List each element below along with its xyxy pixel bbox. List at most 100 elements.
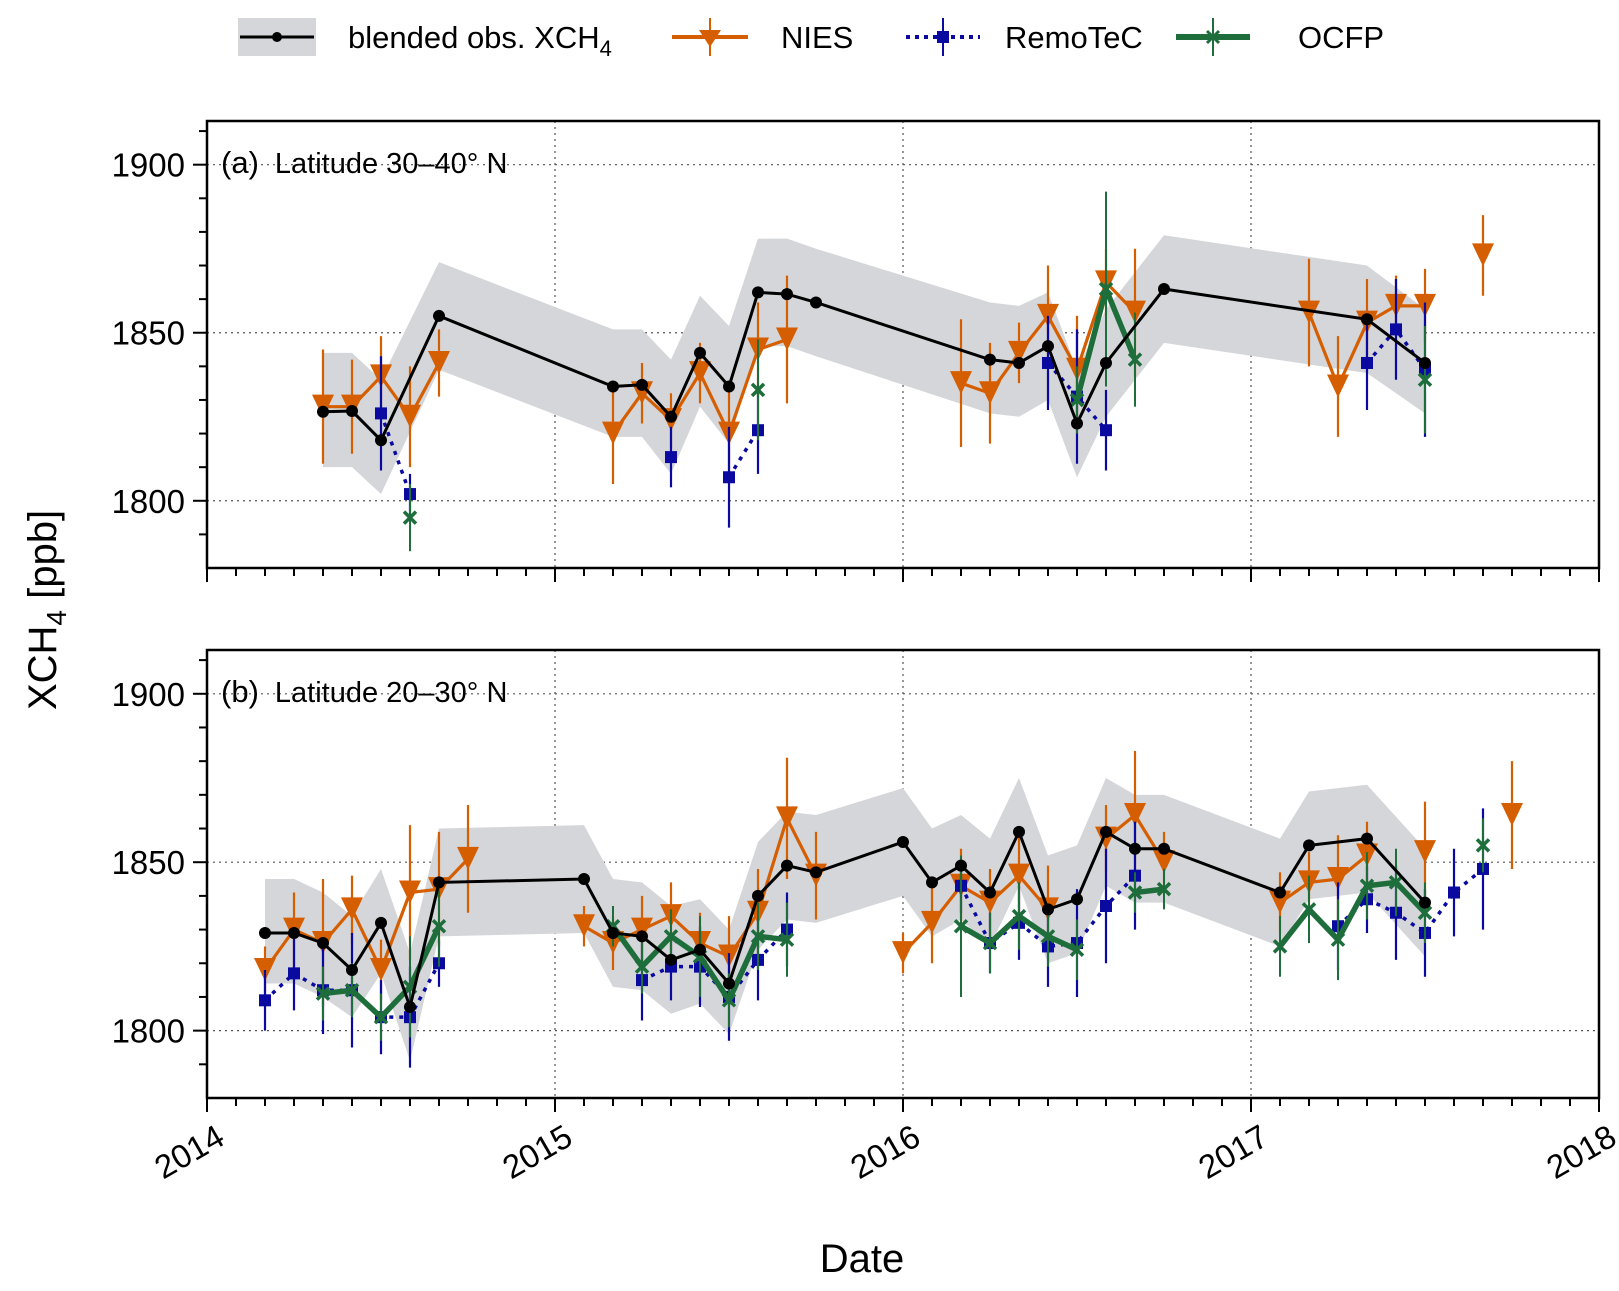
marker-ocfp bbox=[750, 382, 766, 398]
marker-nies bbox=[950, 371, 972, 395]
marker-nies bbox=[631, 917, 653, 941]
marker-ocfp bbox=[1069, 942, 1085, 958]
marker-remotec bbox=[259, 994, 271, 1007]
marker-nies bbox=[341, 897, 363, 921]
marker-ocfp bbox=[1475, 838, 1491, 853]
marker-nies bbox=[1327, 374, 1349, 398]
marker-blended bbox=[375, 916, 387, 929]
marker-remotec bbox=[1100, 900, 1112, 912]
marker-ocfp bbox=[1098, 281, 1114, 297]
legend-label-blended: blended obs. XCH4 bbox=[348, 20, 612, 61]
series-blended bbox=[317, 283, 1431, 447]
marker-ocfp bbox=[431, 918, 447, 934]
panel-label-prefix: (b) bbox=[221, 674, 259, 709]
marker-blended bbox=[665, 953, 677, 966]
line-remotec bbox=[379, 412, 412, 495]
marker-blended bbox=[607, 380, 619, 393]
marker-ocfp bbox=[1127, 885, 1143, 900]
panel-label-text: Latitude 20–30° N bbox=[275, 677, 508, 709]
legend-item-nies: NIES bbox=[672, 18, 853, 56]
series-ocfp bbox=[315, 818, 1491, 1041]
marker-ocfp bbox=[721, 993, 737, 1008]
marker-blended bbox=[259, 926, 271, 939]
marker-ocfp bbox=[1040, 929, 1056, 944]
marker-blended bbox=[1071, 893, 1083, 906]
marker-remotec bbox=[288, 967, 300, 980]
marker-ocfp bbox=[750, 929, 766, 944]
x-tick-label: 2018 bbox=[1540, 1117, 1619, 1186]
marker-blended bbox=[1100, 356, 1112, 369]
x-tick-label: 2016 bbox=[844, 1117, 926, 1186]
marker-blended bbox=[1071, 417, 1083, 430]
marker-blended bbox=[1100, 825, 1112, 838]
marker-blended bbox=[346, 405, 358, 418]
marker-blended bbox=[1158, 842, 1170, 855]
marker-blended bbox=[578, 873, 590, 886]
line-remotec bbox=[1046, 361, 1108, 432]
line-nies bbox=[901, 873, 1050, 955]
legend-item-blended: blended obs. XCH4 bbox=[238, 18, 612, 61]
marker-nies bbox=[1037, 303, 1059, 327]
marker-ocfp bbox=[373, 1009, 389, 1025]
marker-remotec bbox=[1100, 424, 1112, 437]
marker-remotec bbox=[1042, 356, 1054, 369]
marker-blended bbox=[665, 410, 677, 423]
marker-ocfp bbox=[1330, 932, 1346, 947]
marker-blended bbox=[404, 1001, 416, 1014]
y-tick-label: 1850 bbox=[112, 315, 185, 352]
marker-nies bbox=[1269, 890, 1291, 914]
marker-remotec bbox=[375, 407, 387, 420]
marker-blended bbox=[375, 434, 387, 447]
marker-ocfp bbox=[953, 918, 969, 934]
marker-ocfp bbox=[1417, 372, 1433, 388]
marker-blended bbox=[1129, 842, 1141, 855]
marker-nies bbox=[776, 327, 798, 351]
blended-uncertainty-band bbox=[323, 235, 1425, 495]
legend-marker-ocfp bbox=[1205, 29, 1221, 45]
marker-nies bbox=[1472, 243, 1494, 267]
marker-blended bbox=[1361, 313, 1373, 326]
marker-blended bbox=[1042, 903, 1054, 916]
marker-ocfp bbox=[1127, 352, 1143, 367]
panel-b: 1800 1850 1900 (b) Latitude 20–30° N bbox=[112, 648, 1601, 1112]
series-ocfp bbox=[402, 191, 1433, 552]
x-tick-label: 2015 bbox=[496, 1117, 578, 1186]
marker-nies bbox=[370, 958, 392, 981]
marker-ocfp bbox=[315, 986, 331, 1001]
panel-label-a: (a) Latitude 30–40° N bbox=[221, 145, 507, 180]
marker-nies bbox=[1153, 850, 1175, 874]
marker-ocfp bbox=[1156, 881, 1172, 897]
marker-nies bbox=[921, 910, 943, 934]
line-nies bbox=[1279, 854, 1369, 904]
marker-nies bbox=[457, 846, 479, 870]
marker-nies bbox=[776, 806, 798, 830]
marker-blended bbox=[1042, 340, 1054, 353]
y-tick-label: 1800 bbox=[112, 483, 185, 520]
series-remotec bbox=[375, 278, 1431, 528]
marker-ocfp bbox=[1272, 939, 1288, 954]
marker-nies bbox=[399, 404, 421, 428]
marker-nies bbox=[573, 914, 595, 938]
marker-blended bbox=[752, 889, 764, 902]
marker-nies bbox=[979, 890, 1001, 914]
marker-ocfp bbox=[663, 929, 679, 944]
marker-blended bbox=[723, 977, 735, 990]
y-axis-label: XCH4 [ppb] bbox=[21, 510, 72, 710]
y-tick-label: 1800 bbox=[112, 1013, 185, 1050]
line-ocfp bbox=[1134, 886, 1165, 896]
marker-blended bbox=[1013, 825, 1025, 838]
marker-blended bbox=[636, 930, 648, 943]
marker-blended bbox=[1419, 896, 1431, 909]
marker-blended bbox=[810, 296, 822, 309]
x-axis-label: Date bbox=[820, 1237, 905, 1281]
marker-blended bbox=[317, 937, 329, 950]
marker-remotec bbox=[1448, 886, 1460, 899]
marker-nies bbox=[602, 421, 624, 445]
marker-remotec bbox=[1390, 323, 1402, 336]
series-blended bbox=[259, 825, 1431, 1014]
line-remotec bbox=[727, 429, 760, 479]
line-blended bbox=[322, 287, 1426, 443]
marker-blended bbox=[723, 380, 735, 393]
marker-nies bbox=[254, 958, 276, 981]
marker-blended bbox=[1303, 839, 1315, 852]
